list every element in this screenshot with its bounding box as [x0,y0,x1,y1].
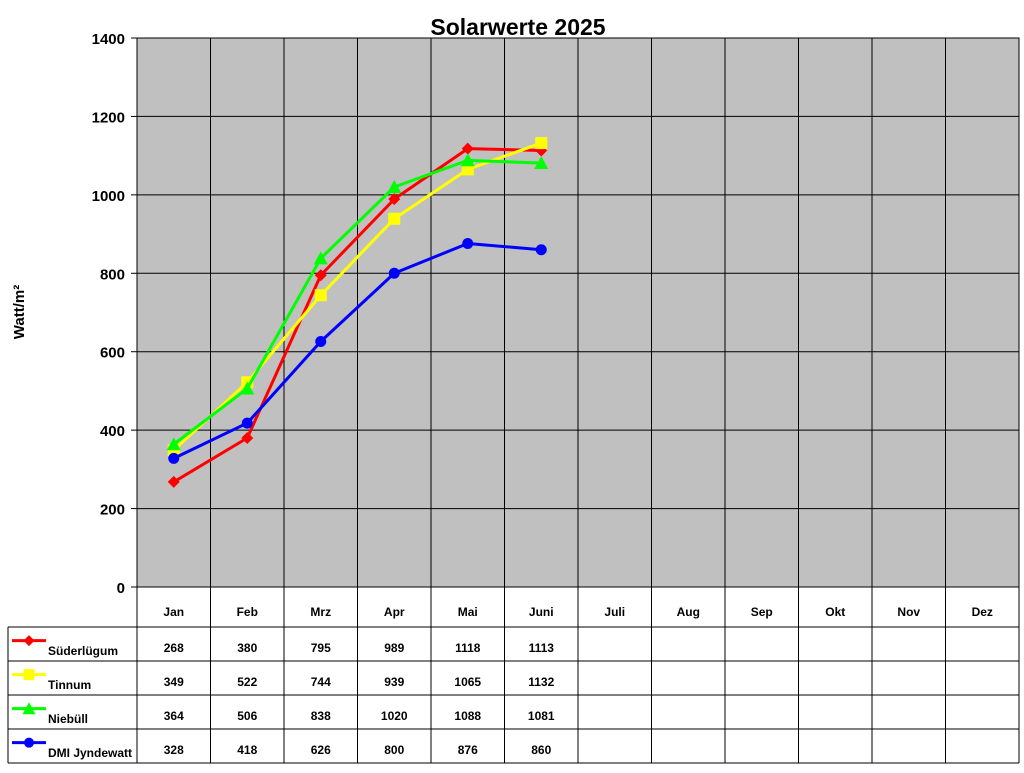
table-cell-value: 1020 [381,709,408,723]
data-point [461,163,474,176]
x-tick-label: Jan [163,605,184,619]
data-point [315,336,327,348]
data-point [168,452,180,464]
table-cell-value: 349 [164,675,184,689]
data-point [314,289,327,302]
y-tick-label: 1400 [92,31,125,48]
legend-label: DMI Jyndewatt [48,746,132,760]
data-point [241,431,254,444]
x-tick-label: Sep [751,605,773,619]
data-point [388,193,401,206]
y-tick-label: 0 [117,580,125,597]
data-point [241,417,253,429]
legend-marker [24,737,34,748]
x-tick-label: Mrz [310,605,331,619]
table-cell-value: 328 [164,743,184,757]
y-axis-label: Watt/m² [11,285,28,339]
table-cell-value: 860 [531,743,551,757]
table-cell-value: 418 [237,743,257,757]
series-line [172,158,542,446]
data-point [388,267,400,279]
data-point [240,381,255,395]
legend-marker [22,702,36,715]
x-tick-label: Feb [237,605,258,619]
table-cell-value: 1113 [529,641,555,655]
table-cell-value: 1088 [454,709,481,723]
table-cell-value: 989 [384,641,404,655]
legend-label: Niebüll [48,712,88,726]
data-point [460,153,475,167]
data-point [314,269,327,282]
table-cell-value: 1081 [528,709,555,723]
x-tick-label: Apr [384,605,405,619]
table-cell-value: 522 [237,675,257,689]
table-cell-value: 1065 [454,675,481,689]
data-point [535,244,547,256]
y-tick-label: 1000 [92,188,125,205]
table-cell-value: 1118 [455,641,481,655]
table-cell-value: 876 [458,743,478,757]
table-cell-value: 939 [384,675,404,689]
series-line [172,141,542,452]
legend-label: Süderlügum [48,644,118,658]
data-point [388,212,401,225]
x-tick-label: Okt [825,605,845,619]
data-point [166,437,181,451]
y-tick-label: 200 [100,502,125,519]
x-tick-label: Juli [604,605,625,619]
series-line [173,241,542,460]
y-tick-label: 600 [100,345,125,362]
data-point [167,475,180,488]
data-point [461,142,474,155]
legend-marker [23,669,35,681]
x-tick-label: Aug [677,605,700,619]
table-cell-value: 838 [311,709,331,723]
x-tick-label: Nov [897,605,920,619]
x-tick-label: Juni [529,605,554,619]
y-tick-label: 400 [100,423,125,440]
table-cell-value: 795 [311,641,331,655]
data-point [313,251,328,265]
table-cell-value: 744 [311,675,331,689]
x-tick-label: Mai [458,605,478,619]
y-tick-label: 1200 [92,109,125,126]
legend-label: Tinnum [48,678,91,692]
table-cell-value: 1132 [528,675,554,689]
data-point [535,137,548,150]
data-point [534,156,549,170]
data-point [387,180,402,193]
table-cell-value: 800 [384,743,404,757]
table-cell-value: 380 [237,641,257,655]
table-cell-value: 364 [164,709,184,723]
table-cell-value: 626 [311,743,331,757]
table-cell-value: 268 [164,641,184,655]
y-tick-label: 800 [100,266,125,283]
table-cell-value: 506 [237,709,257,723]
data-point [462,237,474,249]
legend-marker [23,635,35,647]
x-tick-label: Dez [972,605,993,619]
chart-title: Solarwerte 2025 [430,14,605,40]
series-line [172,147,542,484]
